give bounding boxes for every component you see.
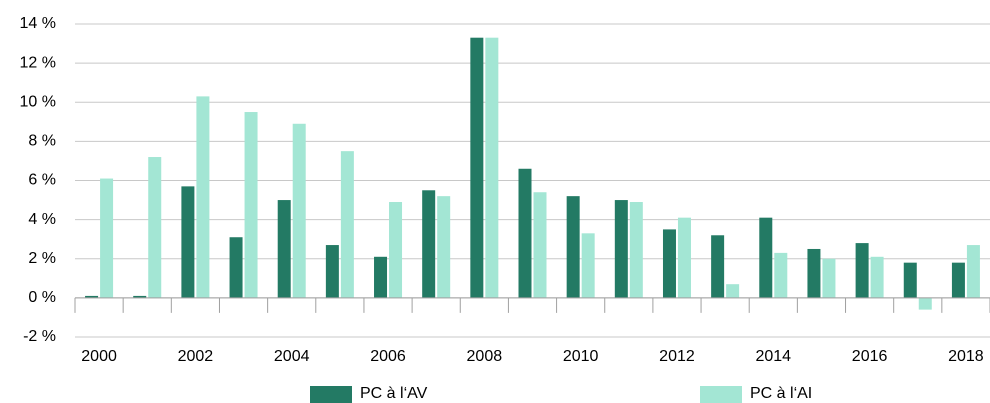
bar xyxy=(726,284,740,298)
bar xyxy=(100,178,114,298)
bar xyxy=(581,233,595,298)
y-tick-label: 4 % xyxy=(28,211,56,228)
bar xyxy=(903,262,917,298)
bar xyxy=(774,252,788,298)
bar xyxy=(870,256,884,298)
bar xyxy=(662,229,676,298)
bar xyxy=(533,192,547,298)
bar xyxy=(614,200,628,298)
x-tick-label: 2012 xyxy=(659,348,695,365)
bar xyxy=(807,248,821,298)
legend-label: PC à l‘AV xyxy=(360,385,428,402)
bar xyxy=(437,196,451,298)
y-tick-label: 10 % xyxy=(20,93,56,110)
bar xyxy=(292,123,306,298)
bar xyxy=(133,295,147,298)
y-tick-label: 12 % xyxy=(20,54,56,71)
x-tick-label: 2008 xyxy=(467,348,503,365)
y-tick-label: -2 % xyxy=(23,328,56,345)
x-tick-label: 2006 xyxy=(370,348,406,365)
bar xyxy=(966,245,980,298)
bar xyxy=(325,245,339,298)
bar xyxy=(918,297,932,310)
bar xyxy=(196,96,210,298)
x-tick-label: 2010 xyxy=(563,348,599,365)
bar xyxy=(374,256,388,298)
x-tick-label: 2018 xyxy=(948,348,984,365)
bar xyxy=(181,186,195,298)
legend-swatch xyxy=(310,386,352,403)
bar xyxy=(566,196,580,298)
y-tick-label: 0 % xyxy=(28,289,56,306)
bar xyxy=(759,217,773,298)
x-tick-label: 2016 xyxy=(852,348,888,365)
bar xyxy=(277,200,291,298)
x-tick-label: 2002 xyxy=(178,348,214,365)
x-tick-label: 2014 xyxy=(755,348,791,365)
bar xyxy=(85,295,99,298)
bar xyxy=(148,157,162,298)
bar xyxy=(389,202,403,298)
legend-swatch xyxy=(700,386,742,403)
bar xyxy=(340,151,354,298)
bar xyxy=(822,258,836,298)
bar xyxy=(677,217,691,298)
bar xyxy=(951,262,965,298)
bar xyxy=(711,235,725,298)
legend-label: PC à l‘AI xyxy=(750,385,812,402)
bar xyxy=(629,202,643,298)
bar xyxy=(422,190,436,298)
x-tick-label: 2000 xyxy=(81,348,117,365)
x-tick-label: 2004 xyxy=(274,348,310,365)
bar xyxy=(244,112,258,298)
bar xyxy=(855,243,869,298)
bar xyxy=(485,37,499,298)
bar xyxy=(518,168,532,298)
y-tick-label: 2 % xyxy=(28,250,56,267)
y-tick-label: 8 % xyxy=(28,133,56,150)
bar xyxy=(229,237,243,298)
y-tick-label: 6 % xyxy=(28,172,56,189)
bar xyxy=(470,37,484,298)
y-tick-label: 14 % xyxy=(20,15,56,32)
